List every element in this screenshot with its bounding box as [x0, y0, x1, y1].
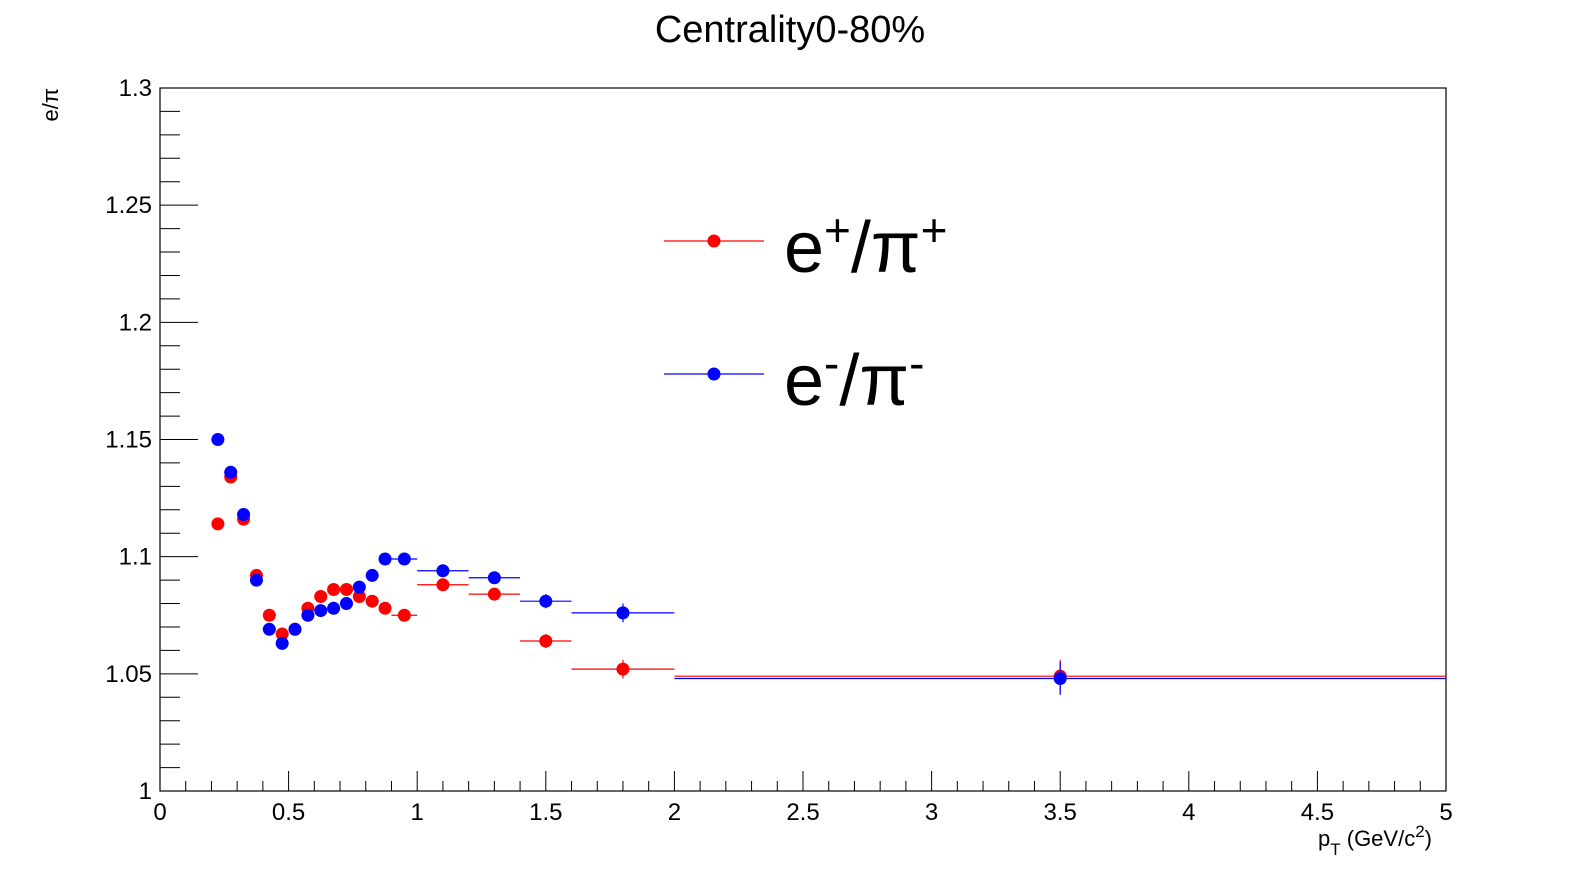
data-point — [378, 601, 392, 615]
data-point — [397, 552, 411, 566]
data-point — [365, 594, 379, 608]
data-point — [436, 578, 450, 592]
y-tick-label: 1.3 — [119, 75, 152, 102]
data-point — [262, 608, 276, 622]
x-tick-label: 5 — [1439, 799, 1452, 826]
data-point — [211, 433, 225, 446]
data-point — [397, 608, 411, 622]
data-point — [314, 604, 328, 618]
x-tick-label: 2.5 — [786, 799, 819, 826]
data-point — [237, 507, 251, 521]
data-point — [539, 594, 553, 608]
data-point — [487, 571, 501, 585]
legend-entry-negative: e-/π- — [664, 337, 924, 421]
data-point — [339, 582, 353, 596]
data-point — [616, 606, 630, 620]
x-tick-label: 2 — [668, 799, 681, 826]
data-point — [352, 580, 366, 594]
x-tick-label: 0.5 — [272, 799, 305, 826]
x-tick-label: 4.5 — [1301, 799, 1334, 826]
data-point — [539, 634, 553, 648]
data-point — [314, 590, 328, 604]
data-point — [616, 662, 630, 676]
series-positive — [211, 470, 1446, 693]
data-point — [211, 517, 225, 531]
x-axis-label-unit-sup: 2 — [1415, 822, 1424, 841]
series-negative — [211, 433, 1446, 695]
legend-entry-positive: e+/π+ — [664, 204, 947, 288]
y-tick-label: 1.1 — [119, 544, 152, 571]
y-tick-label: 1.15 — [105, 427, 152, 454]
y-tick-label: 1.2 — [119, 309, 152, 336]
data-point — [352, 590, 366, 604]
x-tick-label: 4 — [1182, 799, 1195, 826]
data-point — [327, 601, 341, 615]
legend-marker-positive — [707, 234, 721, 248]
data-point — [262, 622, 276, 636]
x-tick-label: 0 — [153, 799, 166, 826]
data-point — [487, 587, 501, 601]
data-point — [275, 627, 289, 641]
plot-frame — [159, 87, 1447, 792]
data-point — [365, 568, 379, 582]
data-point — [327, 582, 341, 596]
chart-title: Centrality0-80% — [655, 9, 925, 51]
data-point — [275, 636, 289, 650]
x-axis-label: pT (GeV/c2) — [1318, 822, 1432, 859]
data-point — [339, 597, 353, 611]
data-point — [436, 564, 450, 578]
data-point — [288, 622, 302, 636]
y-tick-label: 1.25 — [105, 192, 152, 219]
data-point — [249, 573, 263, 587]
x-axis-label-sub: T — [1330, 840, 1340, 859]
legend-label-positive: e+/π+ — [784, 204, 947, 288]
y-axis: 1 1.05 1.1 1.15 1.2 1.25 1.3 — [105, 75, 198, 805]
data-series — [211, 433, 1446, 695]
data-point — [224, 465, 238, 479]
legend-label-negative: e-/π- — [784, 337, 924, 421]
x-tick-label: 1 — [411, 799, 424, 826]
legend-marker-negative — [707, 367, 721, 381]
x-axis-label-base: p — [1318, 826, 1330, 851]
y-tick-label: 1.05 — [105, 661, 152, 688]
data-point — [301, 608, 315, 622]
y-tick-label: 1 — [139, 778, 152, 805]
x-tick-label: 3 — [925, 799, 938, 826]
x-axis-label-unit-pre: (GeV/c — [1341, 826, 1416, 851]
data-point — [1053, 672, 1067, 686]
legend: e+/π+ e-/π- — [664, 204, 947, 421]
x-axis: 0 0.5 1 1.5 2 2.5 3 3.5 4 4.5 5 — [153, 771, 1453, 826]
y-axis-label: e/π — [38, 88, 63, 122]
x-tick-label: 3.5 — [1044, 799, 1077, 826]
x-tick-label: 1.5 — [529, 799, 562, 826]
x-axis-label-unit-post: ) — [1425, 826, 1432, 851]
data-point — [378, 552, 392, 566]
